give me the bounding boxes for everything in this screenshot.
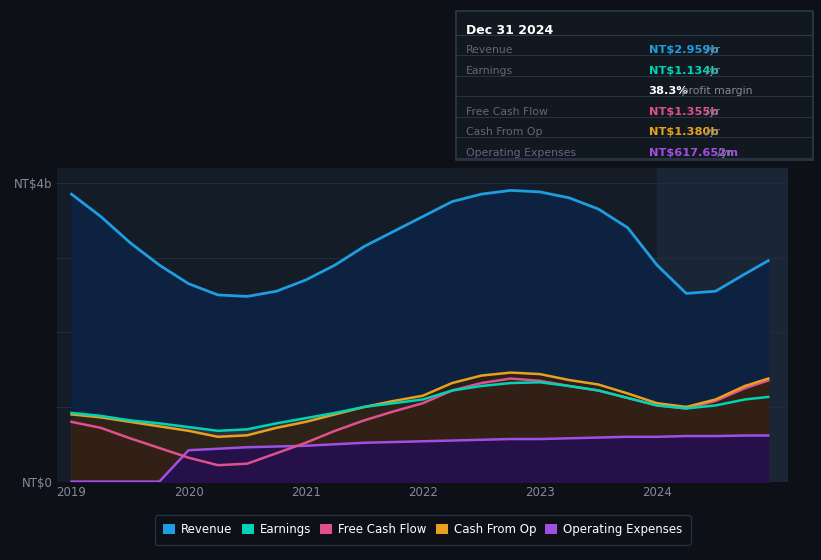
Text: NT$1.134b: NT$1.134b	[649, 66, 718, 76]
Text: profit margin: profit margin	[678, 86, 753, 96]
Text: Earnings: Earnings	[466, 66, 512, 76]
Text: NT$1.355b: NT$1.355b	[649, 107, 718, 116]
Text: Free Cash Flow: Free Cash Flow	[466, 107, 548, 116]
Text: NT$1.380b: NT$1.380b	[649, 127, 718, 137]
Text: /yr: /yr	[702, 45, 720, 55]
Text: NT$2.959b: NT$2.959b	[649, 45, 718, 55]
Text: /yr: /yr	[702, 107, 720, 116]
Text: /yr: /yr	[713, 148, 732, 158]
Text: Operating Expenses: Operating Expenses	[466, 148, 576, 158]
Text: Revenue: Revenue	[466, 45, 513, 55]
Legend: Revenue, Earnings, Free Cash Flow, Cash From Op, Operating Expenses: Revenue, Earnings, Free Cash Flow, Cash …	[155, 515, 690, 545]
Text: NT$617.652m: NT$617.652m	[649, 148, 737, 158]
Text: /yr: /yr	[702, 127, 720, 137]
Text: Dec 31 2024: Dec 31 2024	[466, 24, 553, 36]
Text: 38.3%: 38.3%	[649, 86, 688, 96]
Text: Cash From Op: Cash From Op	[466, 127, 542, 137]
Text: /yr: /yr	[702, 66, 720, 76]
Bar	[657, 168, 788, 482]
